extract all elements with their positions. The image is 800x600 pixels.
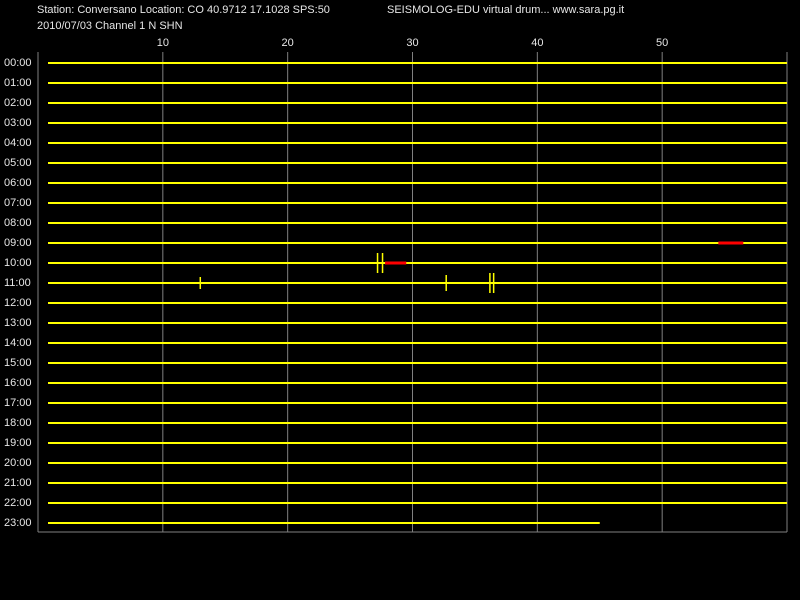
x-tick-label: 10 — [157, 37, 169, 49]
row-label: 08:00 — [4, 217, 32, 229]
row-label: 20:00 — [4, 457, 32, 469]
row-label: 17:00 — [4, 397, 32, 409]
row-label: 05:00 — [4, 157, 32, 169]
row-label: 02:00 — [4, 97, 32, 109]
row-label: 13:00 — [4, 317, 32, 329]
row-label: 12:00 — [4, 297, 32, 309]
chart-subtitle: 2010/07/03 Channel 1 N SHN — [37, 20, 183, 32]
row-label: 00:00 — [4, 57, 32, 69]
row-label: 18:00 — [4, 417, 32, 429]
x-tick-label: 30 — [406, 37, 418, 49]
row-label: 11:00 — [4, 277, 31, 289]
x-tick-label: 20 — [282, 37, 294, 49]
station-info: Station: Conversano Location: CO 40.9712… — [37, 4, 330, 16]
row-label: 16:00 — [4, 377, 32, 389]
row-label: 15:00 — [4, 357, 32, 369]
row-label: 22:00 — [4, 497, 32, 509]
row-label: 01:00 — [4, 77, 32, 89]
row-label: 07:00 — [4, 197, 32, 209]
row-label: 04:00 — [4, 137, 32, 149]
row-label: 06:00 — [4, 177, 32, 189]
row-label: 09:00 — [4, 237, 32, 249]
x-tick-label: 40 — [531, 37, 543, 49]
row-label: 10:00 — [4, 257, 32, 269]
row-label: 14:00 — [4, 337, 32, 349]
chart-title: SEISMOLOG-EDU virtual drum... www.sara.p… — [387, 4, 624, 16]
x-tick-label: 50 — [656, 37, 668, 49]
row-label: 21:00 — [4, 477, 32, 489]
row-label: 23:00 — [4, 517, 32, 529]
row-label: 03:00 — [4, 117, 32, 129]
row-label: 19:00 — [4, 437, 32, 449]
